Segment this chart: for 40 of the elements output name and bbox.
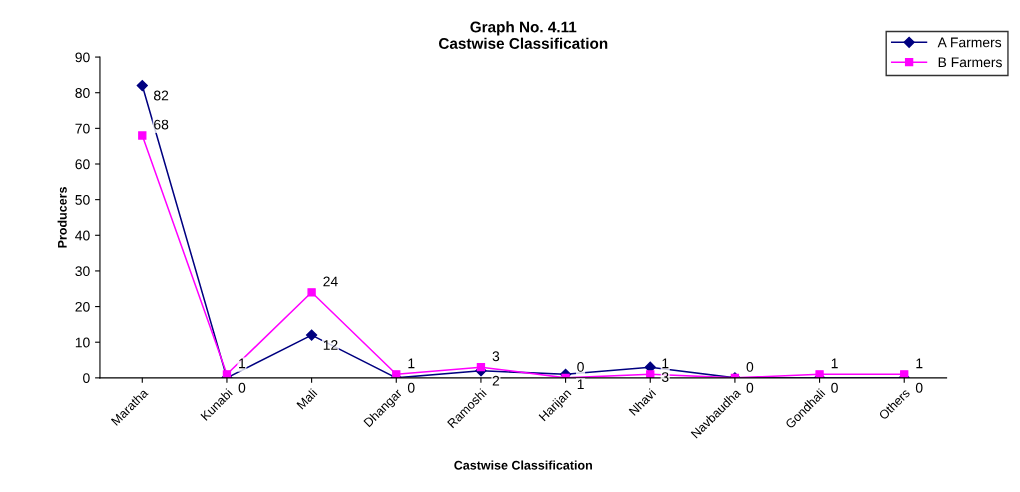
data-label: 24: [323, 276, 338, 287]
point: [307, 288, 316, 297]
data-label: 0: [746, 362, 754, 372]
y-tick-label: 90: [75, 52, 90, 63]
y-tick-label: 60: [75, 159, 90, 170]
legend-label: A Farmers: [937, 37, 1002, 48]
data-label: 1: [239, 358, 246, 369]
point: [476, 362, 486, 372]
y-tick-label: 30: [75, 266, 90, 277]
y-tick-label: 80: [75, 88, 90, 98]
data-label: 68: [154, 119, 169, 130]
data-label: 0: [831, 382, 838, 393]
data-label: 1: [916, 358, 923, 369]
data-label: 0: [746, 382, 754, 393]
data-label: 0: [915, 382, 923, 393]
data-label: 0: [407, 382, 415, 393]
data-label: 3: [661, 372, 669, 382]
data-label: 0: [577, 362, 584, 372]
data-label: 82: [154, 90, 169, 101]
y-tick-label: 10: [75, 337, 90, 348]
y-tick-label: 70: [75, 123, 90, 134]
data-label: 1: [662, 358, 669, 369]
data-label: 1: [577, 379, 584, 389]
x-axis-title: Castwise Classification: [454, 460, 592, 470]
point: [136, 79, 148, 92]
data-label: 0: [238, 382, 246, 393]
legend-label: B Farmers: [938, 57, 1002, 68]
data-label: 12: [323, 340, 338, 350]
y-tick-label: 0: [83, 373, 90, 384]
y-tick-label: 50: [75, 194, 90, 205]
point: [306, 329, 318, 341]
data-label: 3: [492, 351, 500, 362]
y-tick-label: 20: [75, 301, 90, 312]
data-label: 2: [492, 375, 500, 386]
chart-title: Graph No. 4.11 Castwise Classification: [438, 21, 608, 49]
point: [138, 131, 147, 140]
data-label: 1: [408, 358, 415, 369]
y-tick-label: 40: [75, 230, 90, 241]
data-label: 1: [831, 358, 838, 369]
y-axis-title: Producers: [57, 187, 67, 248]
